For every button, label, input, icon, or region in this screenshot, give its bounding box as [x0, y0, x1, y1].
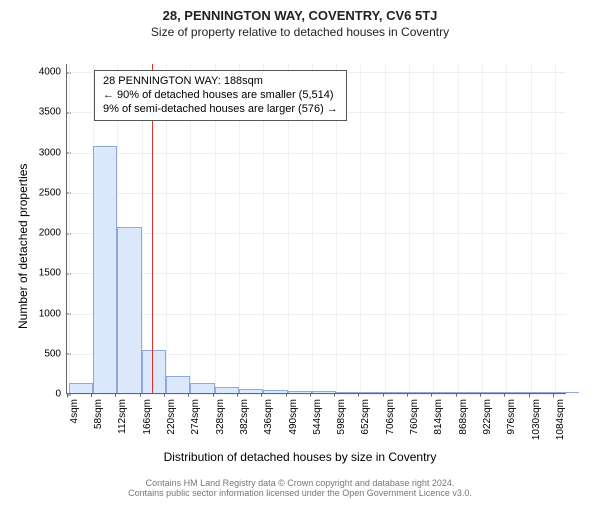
- histogram-bar: [531, 392, 555, 393]
- gridline-v: [482, 64, 483, 393]
- histogram-bar: [69, 383, 93, 393]
- gridline-h: [67, 394, 566, 395]
- x-tick-label: 706sqm: [385, 399, 396, 435]
- histogram-bar: [458, 392, 482, 393]
- x-tick-label: 490sqm: [288, 399, 299, 435]
- gridline-v: [555, 64, 556, 393]
- annotation-line: 9% of semi-detached houses are larger (5…: [103, 103, 338, 117]
- histogram-bar: [166, 376, 190, 393]
- x-tick-label: 220sqm: [166, 399, 177, 435]
- gridline-v: [506, 64, 507, 393]
- histogram-bar: [506, 392, 530, 393]
- x-tick-label: 814sqm: [433, 399, 444, 435]
- y-tick-label: 0: [55, 389, 67, 400]
- x-tick-label: 58sqm: [93, 399, 104, 429]
- gridline-v: [433, 64, 434, 393]
- x-tick-label: 922sqm: [482, 399, 493, 435]
- histogram-bar: [409, 392, 433, 393]
- y-tick-label: 1500: [39, 268, 67, 279]
- histogram-bar: [142, 350, 166, 393]
- gridline-v: [531, 64, 532, 393]
- y-tick-label: 3500: [39, 107, 67, 118]
- x-tick-label: 166sqm: [142, 399, 153, 435]
- x-tick-label: 976sqm: [506, 399, 517, 435]
- histogram-bar: [312, 391, 336, 393]
- x-tick-label: 274sqm: [190, 399, 201, 435]
- x-tick-label: 436sqm: [263, 399, 274, 435]
- x-tick-label: 382sqm: [239, 399, 250, 435]
- histogram-bar: [555, 392, 579, 393]
- histogram-bar: [482, 392, 506, 393]
- x-tick-label: 544sqm: [312, 399, 323, 435]
- x-tick-label: 328sqm: [215, 399, 226, 435]
- histogram-bar: [239, 389, 263, 393]
- histogram-bar: [215, 387, 239, 393]
- y-tick-label: 500: [44, 348, 67, 359]
- x-tick-label: 598sqm: [336, 399, 347, 435]
- y-tick-label: 3000: [39, 147, 67, 158]
- histogram-bar: [190, 383, 214, 393]
- histogram-bar: [117, 227, 141, 393]
- y-tick-label: 4000: [39, 67, 67, 78]
- x-tick-label: 112sqm: [117, 399, 128, 434]
- histogram-bar: [336, 392, 360, 393]
- x-axis-label: Distribution of detached houses by size …: [0, 450, 600, 464]
- x-tick-label: 1030sqm: [531, 399, 542, 440]
- x-tick-label: 868sqm: [458, 399, 469, 435]
- y-tick-label: 2500: [39, 187, 67, 198]
- gridline-v: [458, 64, 459, 393]
- x-tick-label: 760sqm: [409, 399, 420, 435]
- annotation-line: 28 PENNINGTON WAY: 188sqm: [103, 75, 338, 89]
- annotation-box: 28 PENNINGTON WAY: 188sqm ← 90% of detac…: [94, 70, 347, 121]
- histogram-bar: [433, 392, 457, 393]
- y-tick-label: 1000: [39, 308, 67, 319]
- histogram-bar: [385, 392, 409, 393]
- histogram-bar: [263, 390, 287, 393]
- footer-line: Contains HM Land Registry data © Crown c…: [0, 478, 600, 488]
- footer-line: Contains public sector information licen…: [0, 488, 600, 498]
- gridline-v: [385, 64, 386, 393]
- histogram-bar: [360, 392, 384, 393]
- gridline-v: [69, 64, 70, 393]
- y-tick-label: 2000: [39, 228, 67, 239]
- x-tick-label: 1084sqm: [555, 399, 566, 440]
- footer: Contains HM Land Registry data © Crown c…: [0, 478, 600, 498]
- gridline-v: [409, 64, 410, 393]
- y-axis-label: Number of detached properties: [16, 164, 30, 329]
- histogram-bar: [93, 146, 117, 393]
- x-tick-label: 4sqm: [69, 399, 80, 423]
- x-tick-label: 652sqm: [360, 399, 371, 435]
- annotation-line: ← 90% of detached houses are smaller (5,…: [103, 89, 338, 103]
- histogram-bar: [288, 391, 312, 393]
- gridline-v: [360, 64, 361, 393]
